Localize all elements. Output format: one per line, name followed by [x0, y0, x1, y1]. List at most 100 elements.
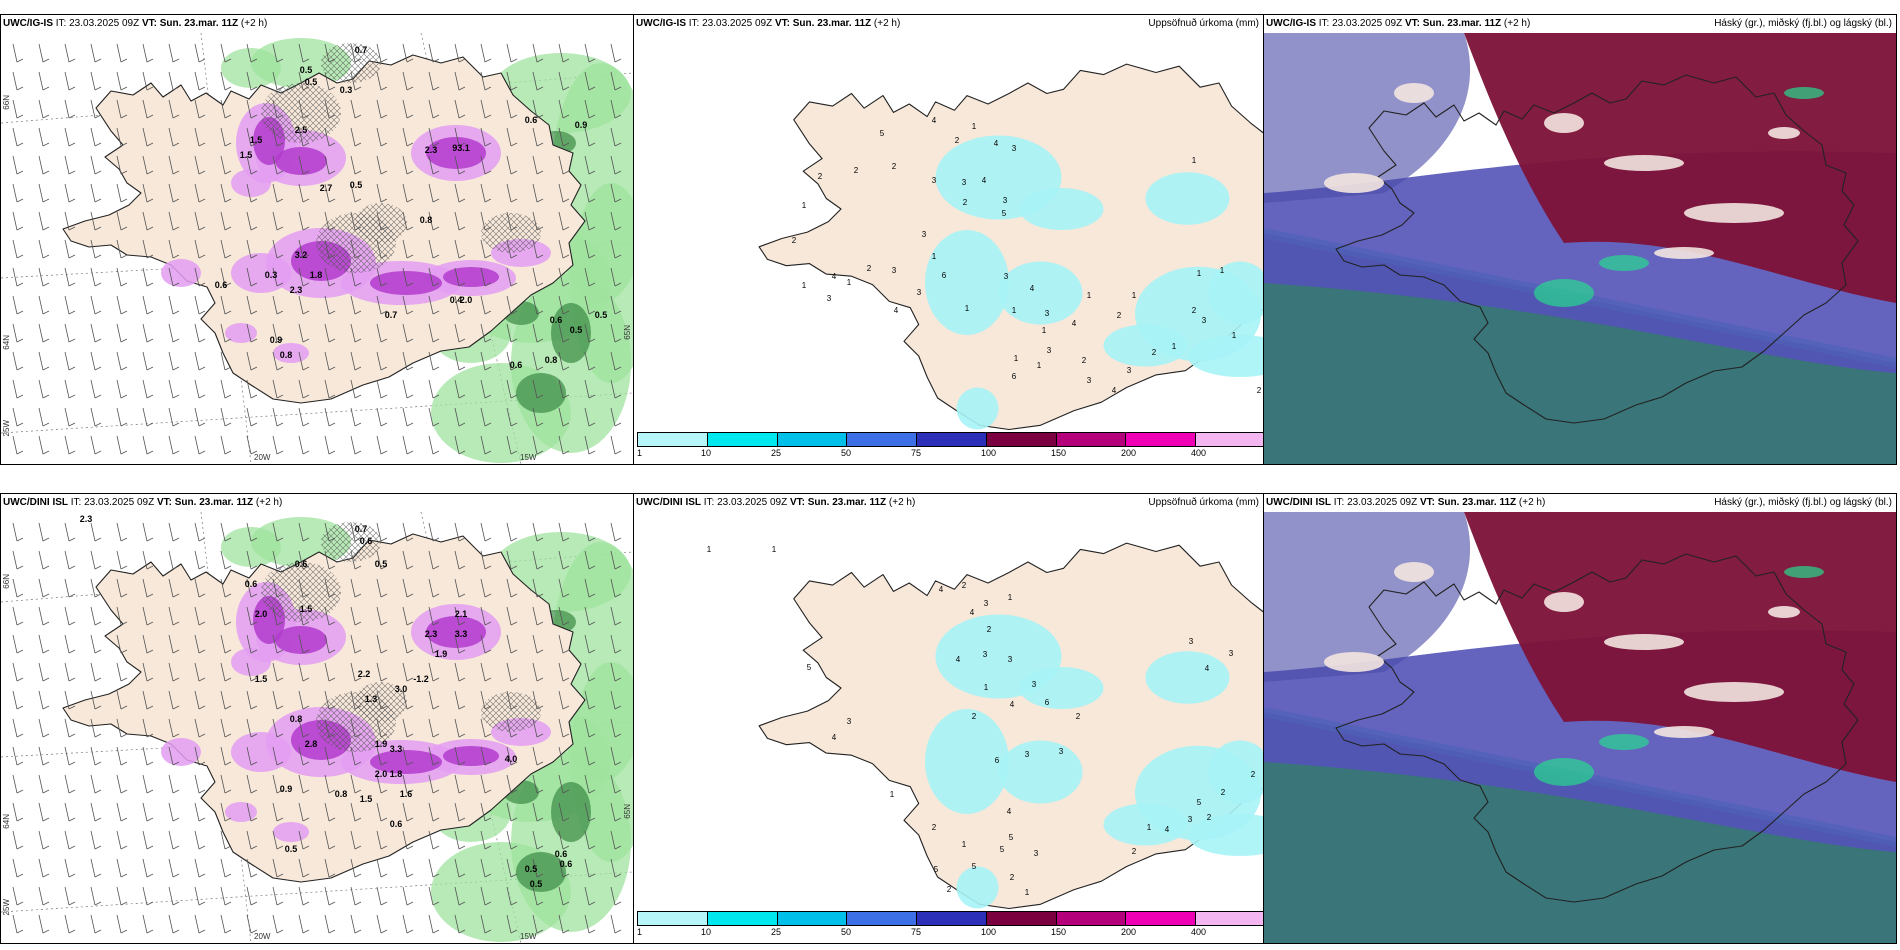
heavy-precip-area: [426, 137, 486, 169]
legend-tick-label: 150: [1051, 927, 1067, 937]
wind-barb: [38, 802, 50, 822]
lat-label-66n: 66N: [2, 95, 11, 110]
wind-barb: [324, 690, 336, 710]
wind-barb: [584, 267, 596, 287]
wind-barb: [142, 662, 154, 682]
accum-value-label: 1: [965, 304, 970, 313]
dark-green-precip-area: [551, 303, 591, 363]
wind-barb: [64, 267, 76, 287]
wind-barb: [610, 71, 622, 91]
precip-value-label: 1.9: [375, 739, 388, 749]
precip-value-label: 0.8: [545, 355, 558, 365]
accum-value-label: 1: [1147, 823, 1152, 832]
wind-barb: [220, 634, 232, 654]
wind-barb: [220, 774, 232, 794]
wind-barb: [220, 522, 232, 542]
wind-barb: [350, 155, 362, 175]
snow-hatch-area: [481, 213, 541, 253]
wind-barb: [90, 746, 102, 766]
wind-barb: [480, 351, 492, 371]
legend-swatch: [638, 433, 708, 446]
accum-value-label: 6: [942, 271, 947, 280]
wind-barb: [298, 351, 310, 371]
wind-barb: [116, 522, 128, 542]
cloud-cover-map[interactable]: [1264, 33, 1896, 464]
wind-barb: [350, 407, 362, 427]
wind-barb: [272, 43, 284, 63]
wind-barb: [298, 634, 310, 654]
wind-barb: [90, 379, 102, 399]
light-accum-area: [956, 387, 999, 430]
wind-barb: [506, 435, 518, 455]
wind-barb: [532, 211, 544, 231]
precip-value-label: 2.3: [290, 285, 303, 295]
wind-barb: [402, 802, 414, 822]
wind-barb: [194, 71, 206, 91]
wind-barb: [506, 323, 518, 343]
legend-swatch: [847, 912, 918, 925]
wind-barb: [558, 127, 570, 147]
wind-barb: [402, 295, 414, 315]
wind-barb: [506, 295, 518, 315]
accum-value-label: 3: [1202, 316, 1207, 325]
legend-colorbar: [637, 911, 1263, 926]
dark-green-precip-area: [516, 373, 566, 413]
wind-barb: [90, 634, 102, 654]
high-cloud-area: [1464, 33, 1896, 303]
snow-hatch-area: [481, 692, 541, 732]
wind-barb: [168, 71, 180, 91]
lon-label-20w: 20W: [254, 932, 271, 941]
wind-barb: [480, 914, 492, 934]
precip-wind-map[interactable]: 0.5 0.7 0.5 0.3 1.5 0.6 0.9 1.5 2.5 0.5 2.7 2.3 93.1…: [1, 33, 633, 464]
precip-value-label: 2.3: [425, 145, 438, 155]
wind-barb: [90, 578, 102, 598]
cloud-cover-map[interactable]: [1264, 512, 1896, 943]
high-cloud-area: [1464, 512, 1896, 782]
light-accum-area: [1208, 740, 1263, 804]
wind-barb: [194, 522, 206, 542]
lon-label-20w: 20W: [254, 453, 271, 462]
precip-wind-map[interactable]: 2.30.70.60.6 0.50.62.0 1.5 2.12.3 3.31.92.23…: [1, 512, 633, 943]
wind-barb: [64, 858, 76, 878]
wind-barb: [38, 183, 50, 203]
light-precip-area: [225, 802, 257, 822]
wind-barb: [454, 606, 466, 626]
accum-value-label: 4: [1072, 319, 1077, 328]
low-cloud-patch: [1784, 566, 1824, 578]
accum-value-label: 3: [1004, 272, 1009, 281]
wind-barb: [298, 267, 310, 287]
wind-barb: [194, 746, 206, 766]
precip-value-label: 0.6: [555, 849, 568, 859]
wind-barb: [38, 774, 50, 794]
wind-barb: [532, 578, 544, 598]
wind-barb: [324, 662, 336, 682]
precip-value-label: -1.2: [413, 674, 429, 684]
wind-barb: [610, 351, 622, 371]
legend-colorbar: [637, 432, 1263, 447]
light-accum-area: [998, 261, 1083, 325]
wind-barb: [350, 746, 362, 766]
wind-barb: [64, 379, 76, 399]
wind-barb: [558, 914, 570, 934]
wind-barb: [376, 183, 388, 203]
light-accum-area: [1019, 188, 1104, 230]
precip-value-label: 0.9: [270, 335, 283, 345]
accumulated-precip-map[interactable]: 1142413234314326236345521521321432522133…: [634, 512, 1263, 920]
wind-barb: [402, 606, 414, 626]
heavy-precip-area: [443, 746, 499, 766]
wind-barb: [480, 634, 492, 654]
wind-barb: [610, 858, 622, 878]
wind-barb: [350, 830, 362, 850]
wind-barb: [480, 379, 492, 399]
precip-value-label: 0.5: [530, 879, 543, 889]
wind-barb: [402, 71, 414, 91]
wind-barb: [64, 718, 76, 738]
wind-barb: [220, 295, 232, 315]
clear-sky-area: [1684, 203, 1784, 223]
accum-value-label: 3: [827, 294, 832, 303]
light-accum-area: [1103, 803, 1188, 846]
accum-value-label: 4: [994, 139, 999, 148]
wind-barb: [272, 774, 284, 794]
wind-barb: [324, 578, 336, 598]
